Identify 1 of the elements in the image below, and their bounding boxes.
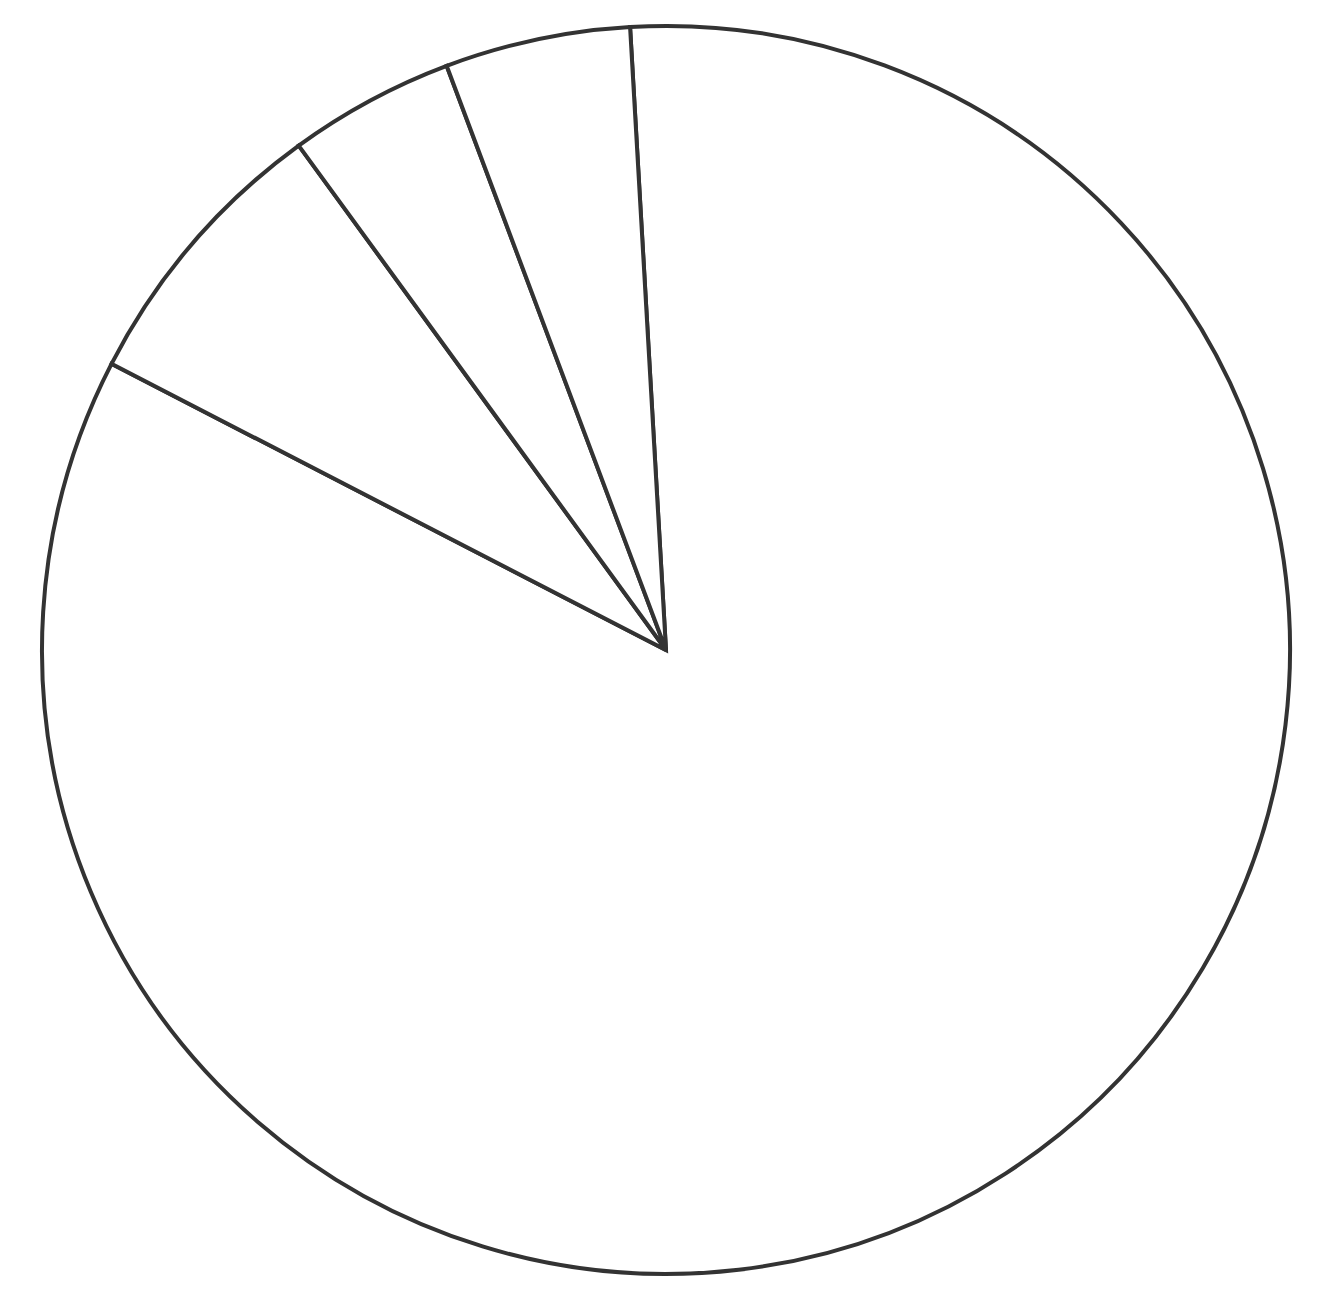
- pie-slice: [40, 25, 1292, 1276]
